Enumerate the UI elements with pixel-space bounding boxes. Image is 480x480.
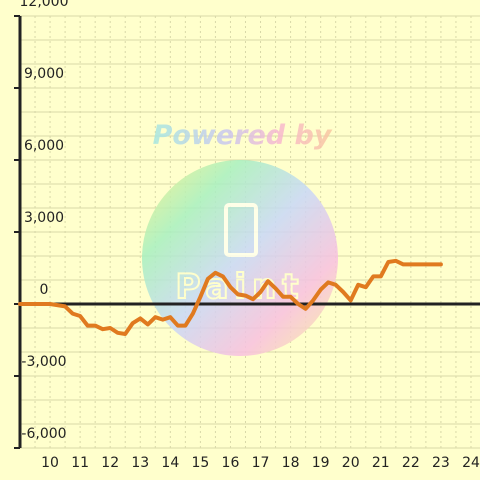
x-tick-label: 20 bbox=[342, 455, 360, 471]
x-tick-label: 21 bbox=[372, 455, 390, 471]
tick-labels: -6,000 -3,000 0 3,000 6,000 9,000 12,000 10 11 12… bbox=[20, 0, 480, 471]
y-tick-label: 12,000 bbox=[20, 0, 69, 10]
y-tick-label: 9,000 bbox=[24, 66, 64, 82]
x-tick-label: 12 bbox=[101, 455, 119, 471]
x-tick-label: 13 bbox=[131, 455, 149, 471]
watermark: Powered by Paint bbox=[142, 120, 338, 356]
x-tick-label: 23 bbox=[432, 455, 450, 471]
axes bbox=[14, 15, 480, 449]
watermark-logo-icon bbox=[224, 203, 258, 257]
x-tick-label: 16 bbox=[222, 455, 240, 471]
x-tick-label: 18 bbox=[282, 455, 300, 471]
x-tick-label: 10 bbox=[41, 455, 59, 471]
watermark-logo-text: Paint bbox=[175, 267, 304, 307]
x-tick-label: 14 bbox=[161, 455, 179, 471]
y-tick-label: -6,000 bbox=[21, 426, 66, 442]
x-tick-label: 11 bbox=[71, 455, 89, 471]
series-line bbox=[18, 258, 443, 336]
x-tick-label: 22 bbox=[402, 455, 420, 471]
y-tick-label: 6,000 bbox=[24, 138, 64, 154]
x-tick-label: 24 bbox=[462, 455, 480, 471]
x-tick-label: 17 bbox=[252, 455, 270, 471]
series bbox=[18, 258, 443, 336]
x-tick-label: 19 bbox=[312, 455, 330, 471]
watermark-text: Powered by bbox=[153, 120, 333, 151]
watermark-disc bbox=[142, 160, 338, 356]
y-tick-label: 3,000 bbox=[24, 210, 64, 226]
y-tick-label: -3,000 bbox=[21, 354, 66, 370]
x-tick-label: 15 bbox=[191, 455, 209, 471]
y-tick-label: 0 bbox=[40, 282, 49, 298]
